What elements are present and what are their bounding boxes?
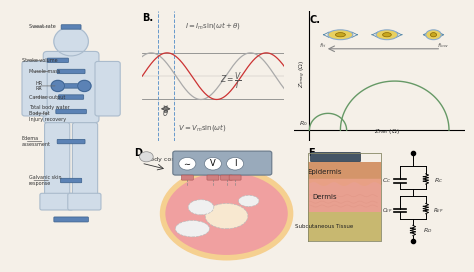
Text: I: I (234, 159, 237, 168)
Text: $Z_{imag}$ (Ω): $Z_{imag}$ (Ω) (298, 60, 308, 88)
Text: $f_{hi}$: $f_{hi}$ (319, 41, 327, 50)
Ellipse shape (426, 30, 441, 40)
FancyBboxPatch shape (61, 178, 82, 183)
Ellipse shape (336, 33, 346, 37)
FancyBboxPatch shape (45, 123, 70, 199)
Ellipse shape (383, 33, 392, 37)
FancyBboxPatch shape (58, 95, 84, 99)
Circle shape (204, 157, 221, 170)
Text: Sweat rate: Sweat rate (28, 24, 55, 29)
Bar (308, 212, 381, 241)
FancyBboxPatch shape (220, 175, 233, 180)
Text: B.: B. (142, 13, 153, 23)
Text: $I = I_m\sin(\omega t + \theta)$: $I = I_m\sin(\omega t + \theta)$ (185, 20, 241, 31)
Bar (308, 179, 381, 212)
Text: Edema
assessment: Edema assessment (22, 136, 51, 147)
Text: Muscle mass: Muscle mass (28, 69, 60, 74)
Text: Total body water
Body fat
Injury recovery: Total body water Body fat Injury recover… (28, 106, 69, 122)
Text: Subcutaneous Tissue: Subcutaneous Tissue (295, 224, 353, 229)
FancyBboxPatch shape (57, 69, 85, 74)
FancyBboxPatch shape (22, 61, 47, 116)
Ellipse shape (328, 30, 353, 40)
Text: Body composition: Body composition (146, 157, 203, 162)
Circle shape (78, 80, 91, 91)
Text: $C_{EP}$: $C_{EP}$ (382, 206, 392, 215)
FancyBboxPatch shape (47, 58, 68, 63)
Text: Galvanic skin
response: Galvanic skin response (28, 175, 61, 186)
Text: HR
RR: HR RR (35, 81, 42, 91)
FancyBboxPatch shape (182, 175, 193, 180)
Text: $Z = \dfrac{V}{I}$: $Z = \dfrac{V}{I}$ (220, 71, 243, 91)
FancyBboxPatch shape (54, 217, 88, 222)
Text: $V = V_m\sin(\omega t)$: $V = V_m\sin(\omega t)$ (178, 122, 227, 133)
FancyBboxPatch shape (207, 175, 219, 180)
FancyBboxPatch shape (43, 51, 99, 123)
FancyBboxPatch shape (73, 123, 98, 199)
Text: $R_D$: $R_D$ (423, 226, 432, 235)
FancyBboxPatch shape (57, 139, 85, 144)
FancyBboxPatch shape (173, 151, 272, 175)
Ellipse shape (163, 169, 291, 258)
FancyBboxPatch shape (310, 153, 360, 162)
FancyBboxPatch shape (229, 175, 241, 180)
Ellipse shape (175, 221, 210, 237)
Text: $R_C$: $R_C$ (434, 177, 443, 185)
Bar (308, 162, 381, 179)
Text: E.: E. (308, 148, 319, 158)
Circle shape (54, 27, 88, 56)
Ellipse shape (430, 33, 437, 37)
Text: Epidermis: Epidermis (307, 169, 341, 175)
Ellipse shape (238, 195, 259, 207)
FancyBboxPatch shape (95, 61, 120, 116)
Text: C.: C. (310, 15, 320, 25)
Ellipse shape (376, 30, 398, 40)
Text: Cardiac output: Cardiac output (28, 95, 65, 100)
Text: $f_{low}$: $f_{low}$ (437, 41, 448, 50)
FancyBboxPatch shape (62, 84, 81, 88)
Circle shape (139, 152, 153, 162)
Ellipse shape (188, 200, 214, 215)
Text: $\theta$: $\theta$ (162, 107, 169, 118)
FancyBboxPatch shape (56, 109, 86, 114)
Text: $R_{EP}$: $R_{EP}$ (433, 206, 444, 215)
Text: Stroke volume: Stroke volume (22, 58, 58, 63)
Text: $C_C$: $C_C$ (383, 177, 392, 185)
Circle shape (179, 157, 196, 170)
Circle shape (51, 80, 64, 91)
Text: D.: D. (135, 148, 146, 158)
Text: $Z_{real}$ (Ω): $Z_{real}$ (Ω) (374, 127, 400, 136)
FancyBboxPatch shape (61, 25, 81, 29)
Text: $\sim$: $\sim$ (182, 159, 192, 168)
FancyBboxPatch shape (40, 193, 73, 210)
Text: V: V (210, 159, 216, 168)
Circle shape (227, 157, 244, 170)
FancyBboxPatch shape (68, 193, 101, 210)
Text: $R_0$: $R_0$ (299, 119, 308, 128)
Text: Dermis: Dermis (312, 194, 337, 200)
Ellipse shape (205, 203, 248, 229)
